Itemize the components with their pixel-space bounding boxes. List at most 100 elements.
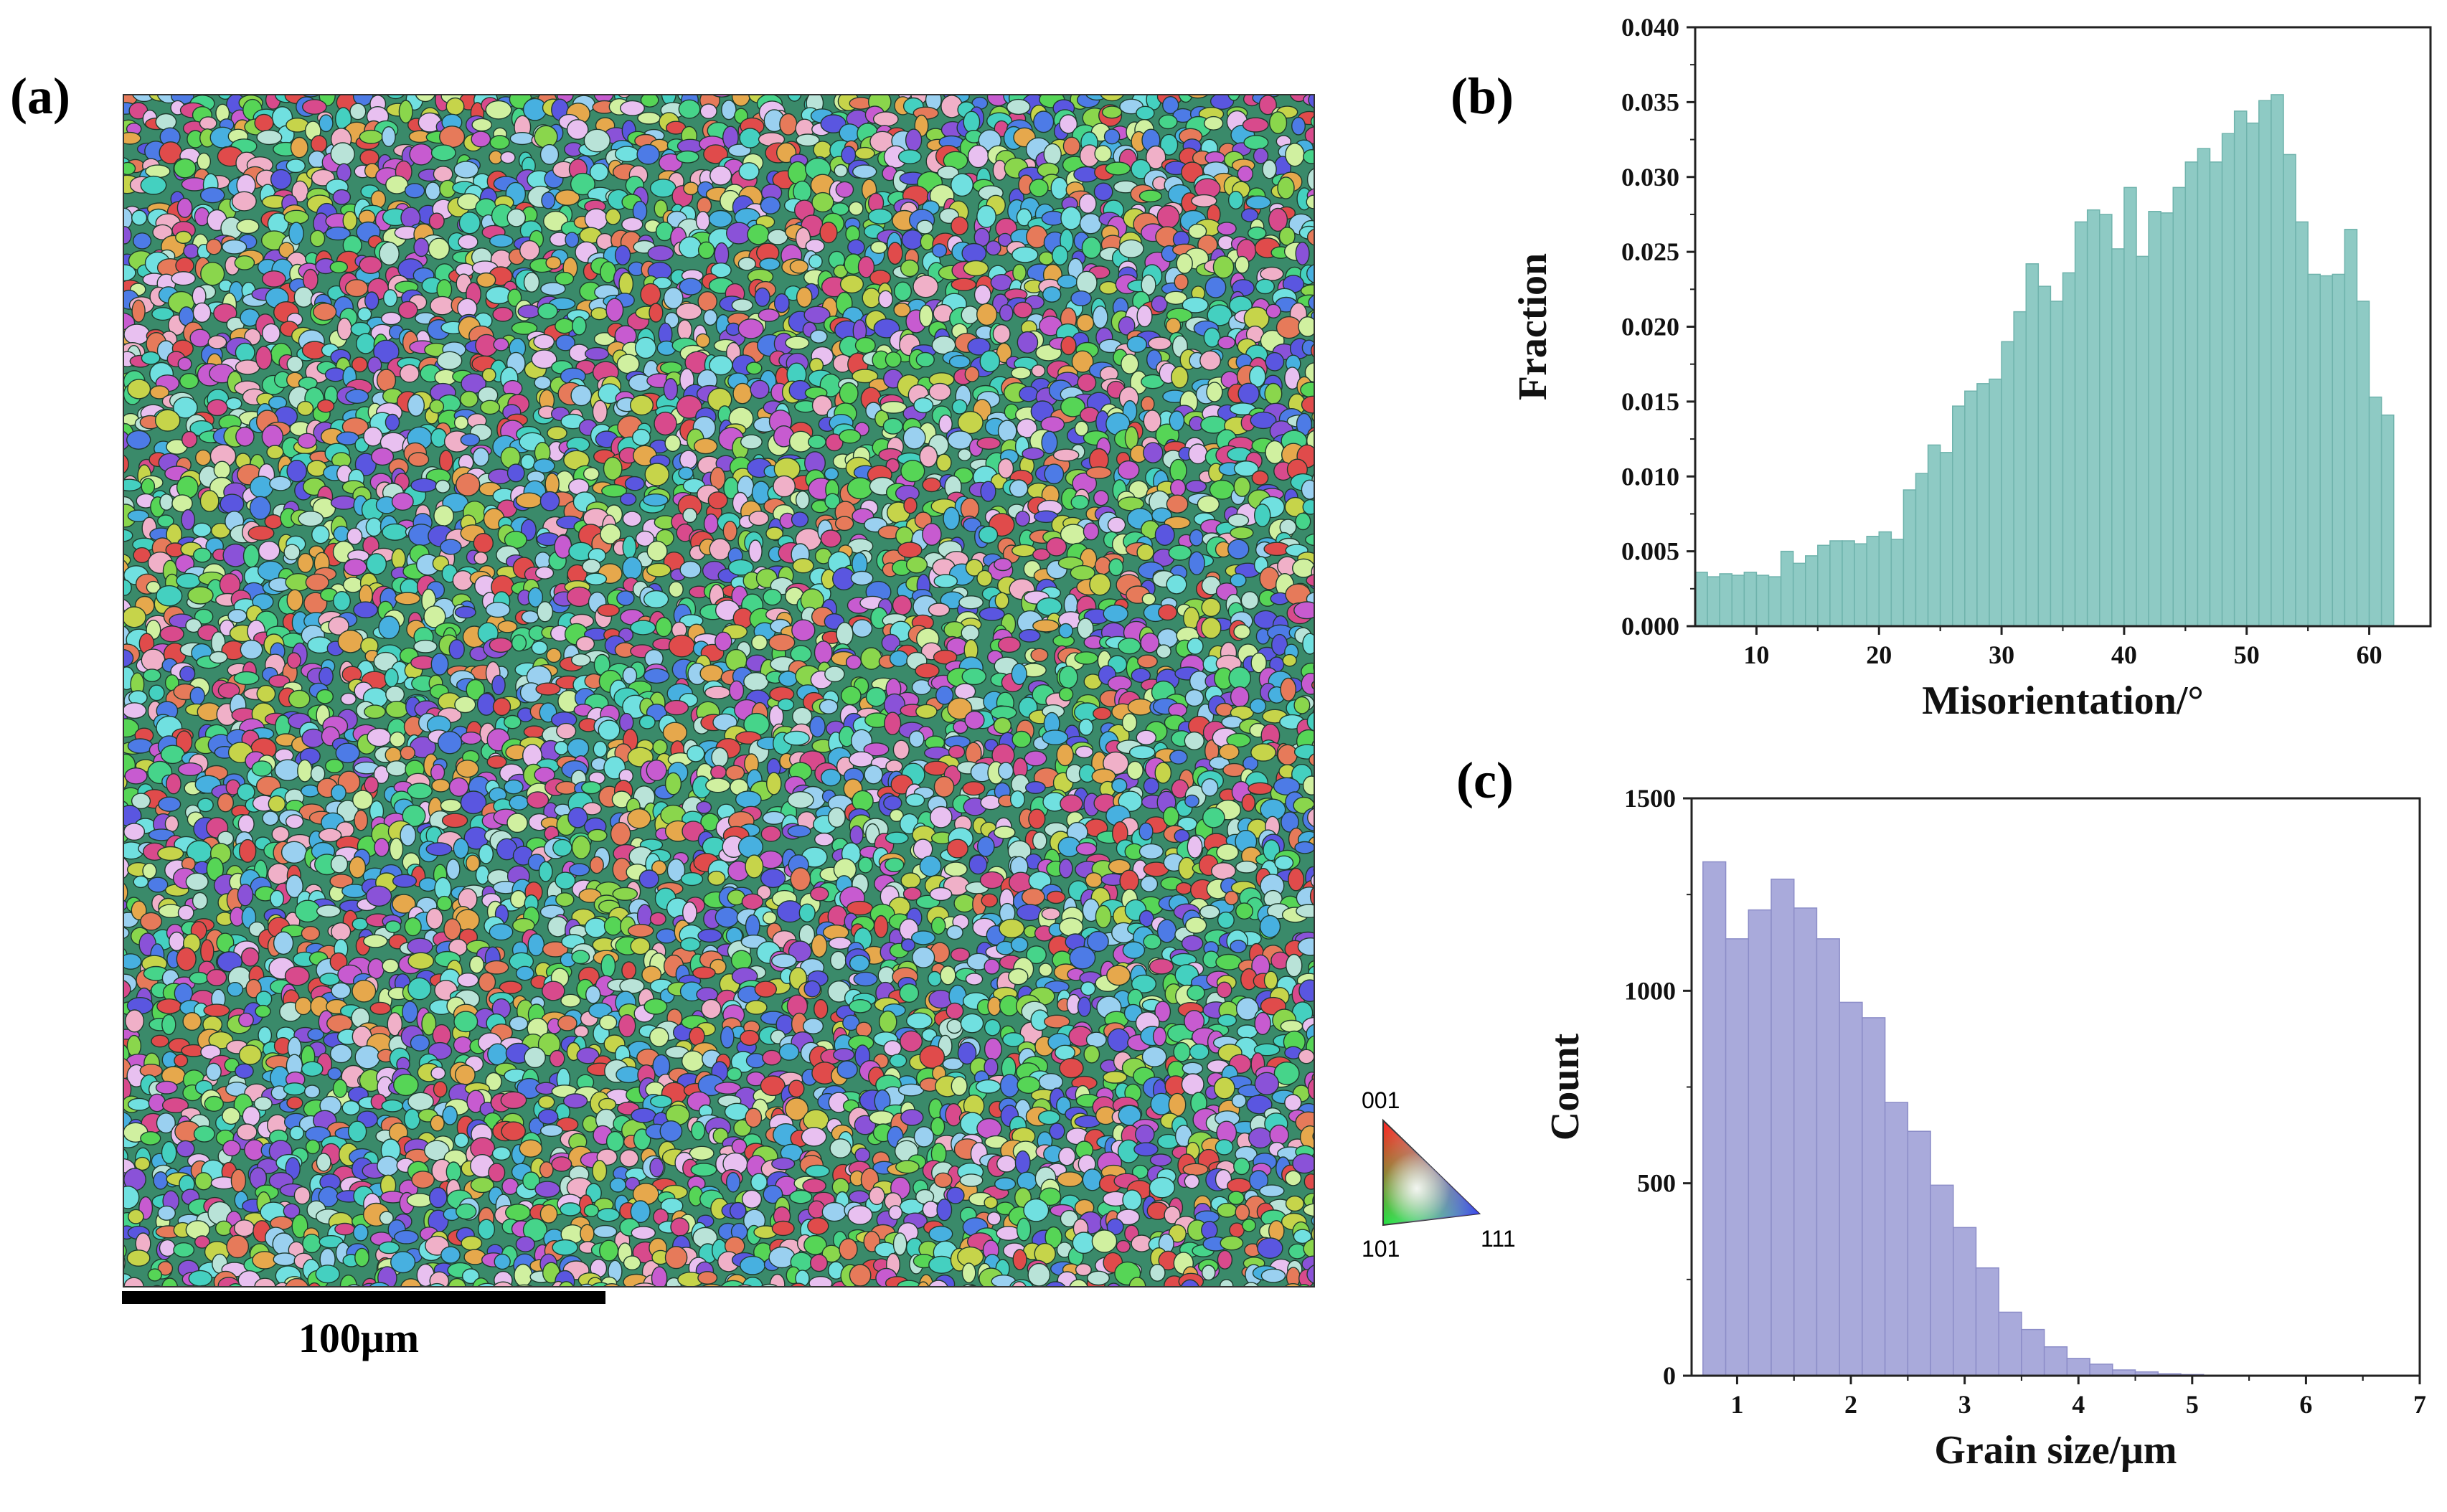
grain: [1010, 937, 1029, 953]
grain: [979, 350, 1001, 373]
grain: [509, 889, 527, 909]
grain: [1319, 158, 1332, 176]
grain: [1078, 718, 1094, 736]
grain: [1089, 573, 1111, 596]
grain: [913, 397, 934, 414]
grain: [897, 149, 922, 165]
grain: [979, 871, 1004, 889]
grain: [267, 863, 291, 885]
grain: [290, 136, 308, 159]
grain: [1032, 619, 1060, 633]
grain: [123, 927, 130, 940]
grain: [834, 164, 848, 178]
grain: [885, 831, 909, 845]
grain: [472, 447, 490, 467]
grain: [1011, 544, 1037, 557]
grain: [581, 781, 602, 795]
grain: [589, 162, 609, 181]
grain: [810, 887, 829, 902]
grain: [791, 707, 813, 726]
grain: [1184, 794, 1199, 808]
grain: [172, 397, 198, 419]
grain: [261, 424, 283, 449]
grain: [882, 417, 903, 435]
grain: [964, 366, 980, 382]
grain: [829, 950, 847, 970]
grain: [976, 303, 998, 326]
grain: [1210, 95, 1235, 110]
grain: [425, 181, 441, 201]
grain: [634, 336, 657, 359]
grain: [884, 857, 905, 873]
grain: [1230, 526, 1254, 539]
grain: [1285, 143, 1305, 167]
grain: [168, 931, 185, 951]
grain: [680, 937, 701, 952]
grain: [386, 760, 407, 777]
grain: [676, 303, 702, 321]
grain: [617, 95, 631, 98]
grain: [182, 1011, 202, 1031]
grain: [1230, 573, 1247, 587]
grain: [953, 894, 976, 913]
grain: [1021, 887, 1045, 906]
grain: [256, 129, 283, 146]
grain: [124, 767, 148, 785]
grain: [897, 542, 923, 559]
grain: [1162, 806, 1179, 827]
grain: [619, 712, 634, 732]
grain: [582, 559, 601, 574]
grain: [541, 192, 556, 209]
grain: [835, 181, 854, 198]
grain: [743, 672, 769, 691]
grain: [554, 534, 572, 559]
grain: [791, 511, 809, 528]
grain: [783, 730, 810, 746]
grain: [664, 699, 689, 716]
grain: [845, 655, 862, 670]
grain: [583, 467, 600, 481]
grain: [763, 588, 782, 606]
grain: [471, 131, 491, 148]
grain: [1136, 305, 1153, 328]
grain: [1145, 145, 1166, 169]
grain: [1111, 778, 1128, 793]
grain: [848, 201, 864, 216]
grain: [534, 125, 558, 148]
grain: [616, 1066, 641, 1084]
grain: [796, 133, 820, 147]
grain: [123, 161, 136, 176]
grain: [484, 960, 509, 975]
grain: [1062, 136, 1080, 156]
grain: [256, 684, 276, 703]
grain: [805, 239, 825, 253]
grain: [759, 257, 781, 271]
grain: [1028, 808, 1046, 829]
grain: [436, 895, 453, 912]
grain: [598, 1097, 617, 1111]
grain: [695, 211, 710, 231]
grain: [359, 129, 383, 144]
grain: [213, 303, 237, 323]
grain: [788, 1079, 805, 1098]
grain: [1176, 252, 1193, 274]
grain: [1052, 245, 1069, 266]
grain: [407, 452, 430, 467]
grain: [475, 865, 490, 885]
grain: [968, 854, 988, 875]
grain: [1024, 750, 1047, 767]
grain: [515, 965, 534, 981]
grain: [1099, 280, 1118, 295]
grain: [1294, 841, 1314, 854]
grain: [237, 884, 254, 907]
grain: [1175, 882, 1192, 895]
grain: [1302, 499, 1314, 515]
grain: [1151, 295, 1168, 313]
grain: [1087, 930, 1109, 953]
grain: [973, 284, 991, 306]
grain: [176, 572, 202, 589]
grain: [1247, 226, 1267, 240]
grain: [997, 420, 1017, 443]
grain: [852, 790, 874, 812]
grain: [1316, 772, 1333, 792]
